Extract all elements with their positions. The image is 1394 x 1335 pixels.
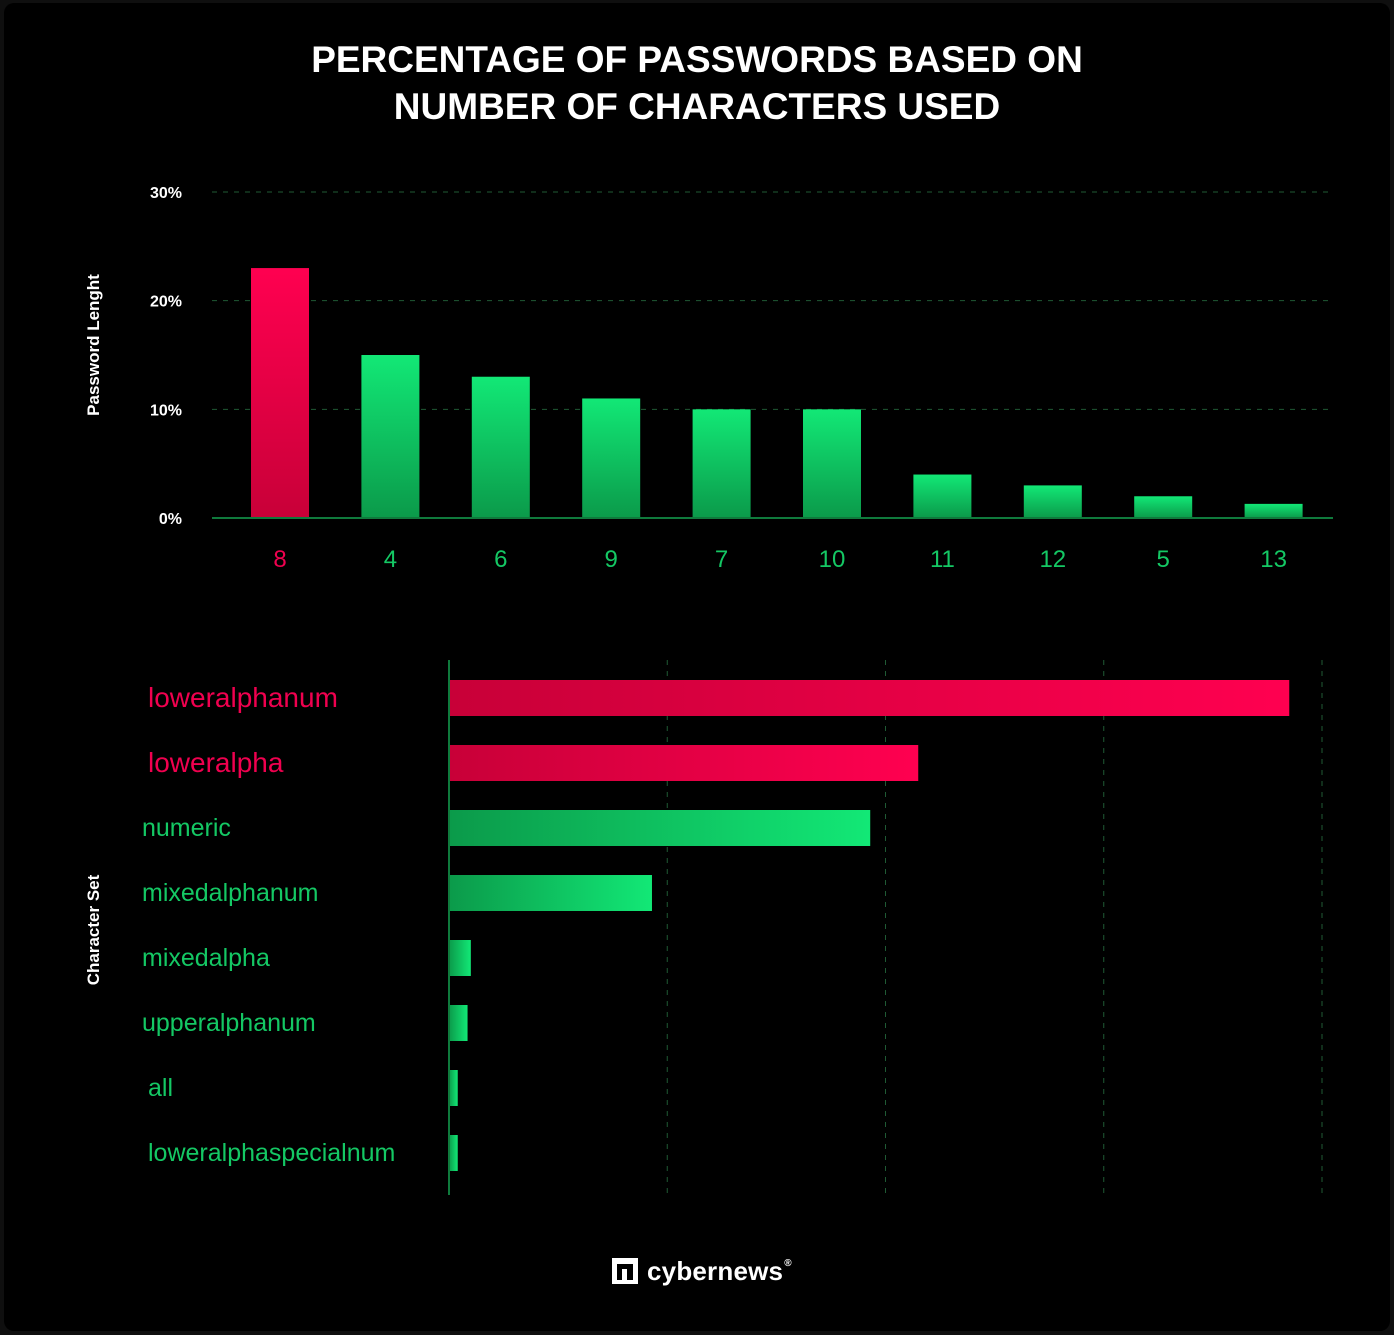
category-label: loweralphanum <box>148 682 338 713</box>
chart-background <box>4 3 1390 1331</box>
bar-charset-loweralphanum <box>449 680 1290 716</box>
x-tick-label: 10 <box>819 546 846 573</box>
bar-length-13 <box>1244 503 1303 518</box>
bar-charset-mixedalpha <box>449 940 471 976</box>
category-label: loweralpha <box>148 747 284 778</box>
bar-length-8 <box>251 268 309 518</box>
bar-length-7 <box>692 409 751 518</box>
bar-length-11 <box>913 474 972 518</box>
bar-charset-upperalphanum <box>449 1005 468 1041</box>
registered-mark: ® <box>784 1257 792 1269</box>
x-tick-label: 4 <box>384 546 397 573</box>
y-tick-label: 30% <box>150 185 182 202</box>
cybernews-logo: cybernews ® <box>612 1254 792 1288</box>
category-label: all <box>148 1074 173 1102</box>
x-tick-label: 6 <box>494 546 507 573</box>
cybernews-logo-icon <box>612 1258 638 1284</box>
bar-charset-loweralphaspecialnum <box>449 1135 458 1171</box>
category-label: numeric <box>142 814 231 842</box>
bar-charset-all <box>449 1070 458 1106</box>
y-tick-label: 0% <box>159 511 182 528</box>
y-tick-label: 10% <box>150 402 182 419</box>
bar-charset-mixedalphanum <box>449 875 652 911</box>
x-tick-label: 5 <box>1157 546 1170 573</box>
x-tick-label: 12 <box>1039 546 1066 573</box>
bar-charset-numeric <box>449 810 871 846</box>
category-label: upperalphanum <box>142 1009 316 1037</box>
chart-title-line-1: PERCENTAGE OF PASSWORDS BASED ON <box>311 39 1083 80</box>
bar-length-12 <box>1023 485 1082 518</box>
bar-charset-loweralpha <box>449 745 919 781</box>
bar-length-10 <box>803 409 861 518</box>
x-tick-label: 11 <box>930 546 955 573</box>
password-length-chart: 30% 20% 10% 0% Password Lenght 8 4 6 9 7 10 11 12 5 13 <box>84 185 1333 573</box>
bar-length-6 <box>471 376 530 518</box>
bar-length-5 <box>1134 496 1193 518</box>
category-label: mixedalphanum <box>142 879 319 907</box>
bar-length-4 <box>361 355 420 518</box>
category-label: mixedalpha <box>142 944 270 972</box>
bar-length-9 <box>582 398 641 518</box>
category-label: loweralphaspecialnum <box>148 1139 395 1167</box>
chart-title: PERCENTAGE OF PASSWORDS BASED ON NUMBER … <box>0 36 1394 130</box>
y-axis-title: Password Lenght <box>84 274 103 416</box>
y-axis-title: Character Set <box>84 874 103 985</box>
brand-name: cybernews <box>647 1255 784 1286</box>
chart-title-line-2: NUMBER OF CHARACTERS USED <box>393 86 1001 127</box>
x-tick-label: 7 <box>715 546 728 573</box>
y-tick-label: 20% <box>150 294 182 311</box>
character-set-chart: Character Set loweralphanum loweralpha nume… <box>84 660 1323 1195</box>
x-tick-label: 8 <box>273 546 286 573</box>
x-tick-label: 9 <box>605 546 618 573</box>
x-tick-label: 13 <box>1260 546 1287 573</box>
